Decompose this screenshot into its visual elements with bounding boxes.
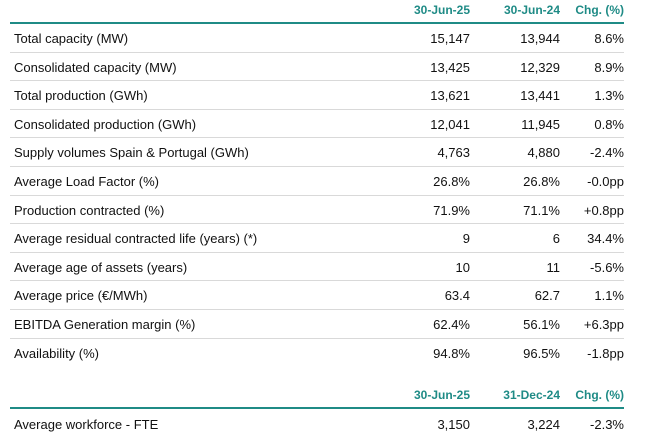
value-prior: 12,329 [520,59,560,75]
value-change: 1.1% [594,288,624,304]
column-header-30-jun-24: 30-Jun-24 [503,3,560,17]
value-change: 0.8% [594,116,624,132]
operating-metrics-table: 30-Jun-25 30-Jun-24 Chg. (%) Total capac… [10,0,624,366]
value-change: -1.8pp [587,345,624,361]
table-row: Total capacity (MW) 15,147 13,944 8.6% [10,24,624,53]
table-row: Average workforce - FTE 3,150 3,224 -2.3% [10,409,624,439]
table-row: Supply volumes Spain & Portugal (GWh) 4,7… [10,138,624,167]
value-prior: 4,880 [527,145,560,161]
value-change: +0.8pp [583,202,624,218]
value-current: 63.4 [444,288,470,304]
row-label: Average residual contracted life (years)… [14,231,258,247]
value-prior: 56.1% [523,316,560,332]
value-current: 62.4% [433,316,470,332]
column-header-change: Chg. (%) [575,3,624,17]
table-body: Total capacity (MW) 15,147 13,944 8.6% Conso… [10,24,624,366]
table-row: Consolidated production (GWh) 12,041 11,94… [10,110,624,139]
value-prior: 62.7 [534,288,560,304]
value-change: +6.3pp [583,316,624,332]
value-change: -2.3% [590,417,624,432]
value-prior: 11 [546,259,561,275]
table-row: EBITDA Generation margin (%) 62.4% 56.1% +6… [10,310,624,339]
row-label: Average workforce - FTE [14,417,159,432]
column-header-30-jun-25: 30-Jun-25 [413,3,470,17]
row-label: Average price (€/MWh) [14,288,148,304]
column-header-change: Chg. (%) [575,388,624,402]
value-current: 26.8% [433,173,470,189]
table-body: Average workforce - FTE 3,150 3,224 -2.3% [10,409,624,439]
value-current: 71.9% [433,202,470,218]
row-label: Consolidated production (GWh) [14,116,197,132]
column-header-31-dec-24: 31-Dec-24 [503,388,560,402]
table-header: 30-Jun-25 30-Jun-24 Chg. (%) [10,0,624,24]
value-prior: 11,945 [521,116,560,132]
value-prior: 13,944 [520,31,560,46]
column-header-30-jun-25: 30-Jun-25 [413,388,470,402]
table-header: 30-Jun-25 31-Dec-24 Chg. (%) [10,385,624,409]
row-label: Consolidated capacity (MW) [14,59,177,75]
row-label: Total production (GWh) [14,88,148,104]
value-current: 12,041 [430,116,470,132]
value-change: -2.4% [590,145,624,161]
value-change: -0.0pp [587,173,624,189]
value-change: 8.9% [594,59,624,75]
table-row: Consolidated capacity (MW) 13,425 12,329 8.… [10,53,624,82]
workforce-table: 30-Jun-25 31-Dec-24 Chg. (%) Average wor… [10,385,624,439]
table-row: Availability (%) 94.8% 96.5% -1.8pp [10,339,624,367]
value-change: 8.6% [594,31,624,46]
table-row: Total production (GWh) 13,621 13,441 1.3% [10,81,624,110]
value-current: 9 [462,231,470,247]
row-label: Production contracted (%) [14,202,165,218]
table-row: Average Load Factor (%) 26.8% 26.8% -0.0pp [10,167,624,196]
value-prior: 26.8% [523,173,560,189]
table-row: Average price (€/MWh) 63.4 62.7 1.1% [10,281,624,310]
row-label: Total capacity (MW) [14,31,129,46]
value-prior: 6 [552,231,560,247]
row-label: EBITDA Generation margin (%) [14,316,196,332]
value-current: 3,150 [437,417,470,432]
value-current: 15,147 [430,31,470,46]
value-prior: 71.1% [523,202,560,218]
value-current: 4,763 [437,145,470,161]
row-label: Supply volumes Spain & Portugal (GWh) [14,145,249,161]
value-current: 94.8% [433,345,470,361]
table-row: Production contracted (%) 71.9% 71.1% +0.8p… [10,196,624,225]
value-change: -5.6% [590,259,624,275]
value-change: 34.4% [587,231,624,247]
row-label: Average age of assets (years) [14,259,188,275]
value-current: 13,425 [430,59,470,75]
row-label: Availability (%) [14,345,100,361]
table-row: Average age of assets (years) 10 11 -5.6% [10,253,624,282]
value-prior: 96.5% [523,345,560,361]
value-current: 13,621 [430,88,470,104]
value-change: 1.3% [594,88,624,104]
value-prior: 13,441 [520,88,560,104]
value-current: 10 [455,259,470,275]
row-label: Average Load Factor (%) [14,173,159,189]
value-prior: 3,224 [527,417,560,432]
table-row: Average residual contracted life (years)… [10,224,624,253]
